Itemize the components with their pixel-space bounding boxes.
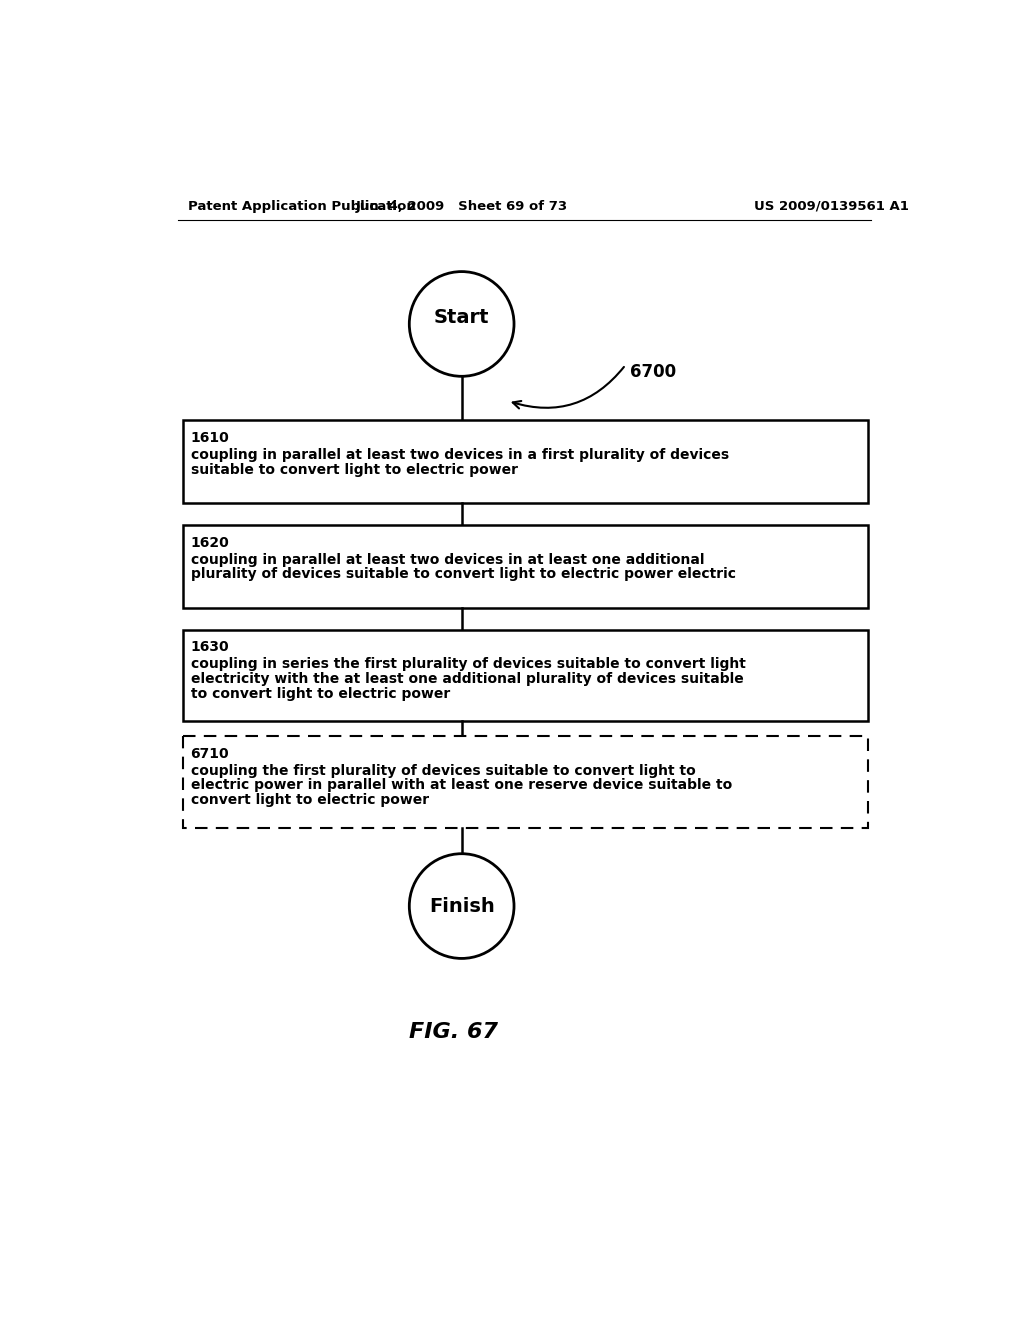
Text: electricity with the at least one additional plurality of devices suitable: electricity with the at least one additi…	[190, 672, 743, 686]
Bar	[183, 737, 868, 829]
Circle shape	[410, 854, 514, 958]
Bar	[183, 525, 868, 609]
Text: coupling in parallel at least two devices in at least one additional: coupling in parallel at least two device…	[190, 553, 705, 566]
Text: 1630: 1630	[190, 640, 229, 655]
Text: FIG. 67: FIG. 67	[410, 1022, 499, 1041]
Text: 6710: 6710	[190, 747, 229, 760]
Text: convert light to electric power: convert light to electric power	[190, 793, 429, 807]
Text: coupling in parallel at least two devices in a first plurality of devices: coupling in parallel at least two device…	[190, 447, 729, 462]
Text: 1620: 1620	[190, 536, 229, 549]
Circle shape	[410, 272, 514, 376]
Text: Jun. 4, 2009   Sheet 69 of 73: Jun. 4, 2009 Sheet 69 of 73	[355, 199, 567, 213]
Bar	[183, 420, 868, 503]
Text: to convert light to electric power: to convert light to electric power	[190, 686, 450, 701]
Text: electric power in parallel with at least one reserve device suitable to: electric power in parallel with at least…	[190, 779, 732, 792]
Text: Finish: Finish	[429, 896, 495, 916]
Text: coupling the first plurality of devices suitable to convert light to: coupling the first plurality of devices …	[190, 763, 695, 777]
Bar	[183, 630, 868, 721]
Text: Start: Start	[434, 309, 489, 327]
Text: 1610: 1610	[190, 430, 229, 445]
Text: suitable to convert light to electric power: suitable to convert light to electric po…	[190, 462, 517, 477]
Text: Patent Application Publication: Patent Application Publication	[188, 199, 416, 213]
FancyArrowPatch shape	[513, 367, 624, 408]
Text: coupling in series the first plurality of devices suitable to convert light: coupling in series the first plurality o…	[190, 657, 745, 672]
Text: plurality of devices suitable to convert light to electric power electric: plurality of devices suitable to convert…	[190, 568, 735, 581]
Text: US 2009/0139561 A1: US 2009/0139561 A1	[754, 199, 908, 213]
Text: 6700: 6700	[630, 363, 676, 381]
